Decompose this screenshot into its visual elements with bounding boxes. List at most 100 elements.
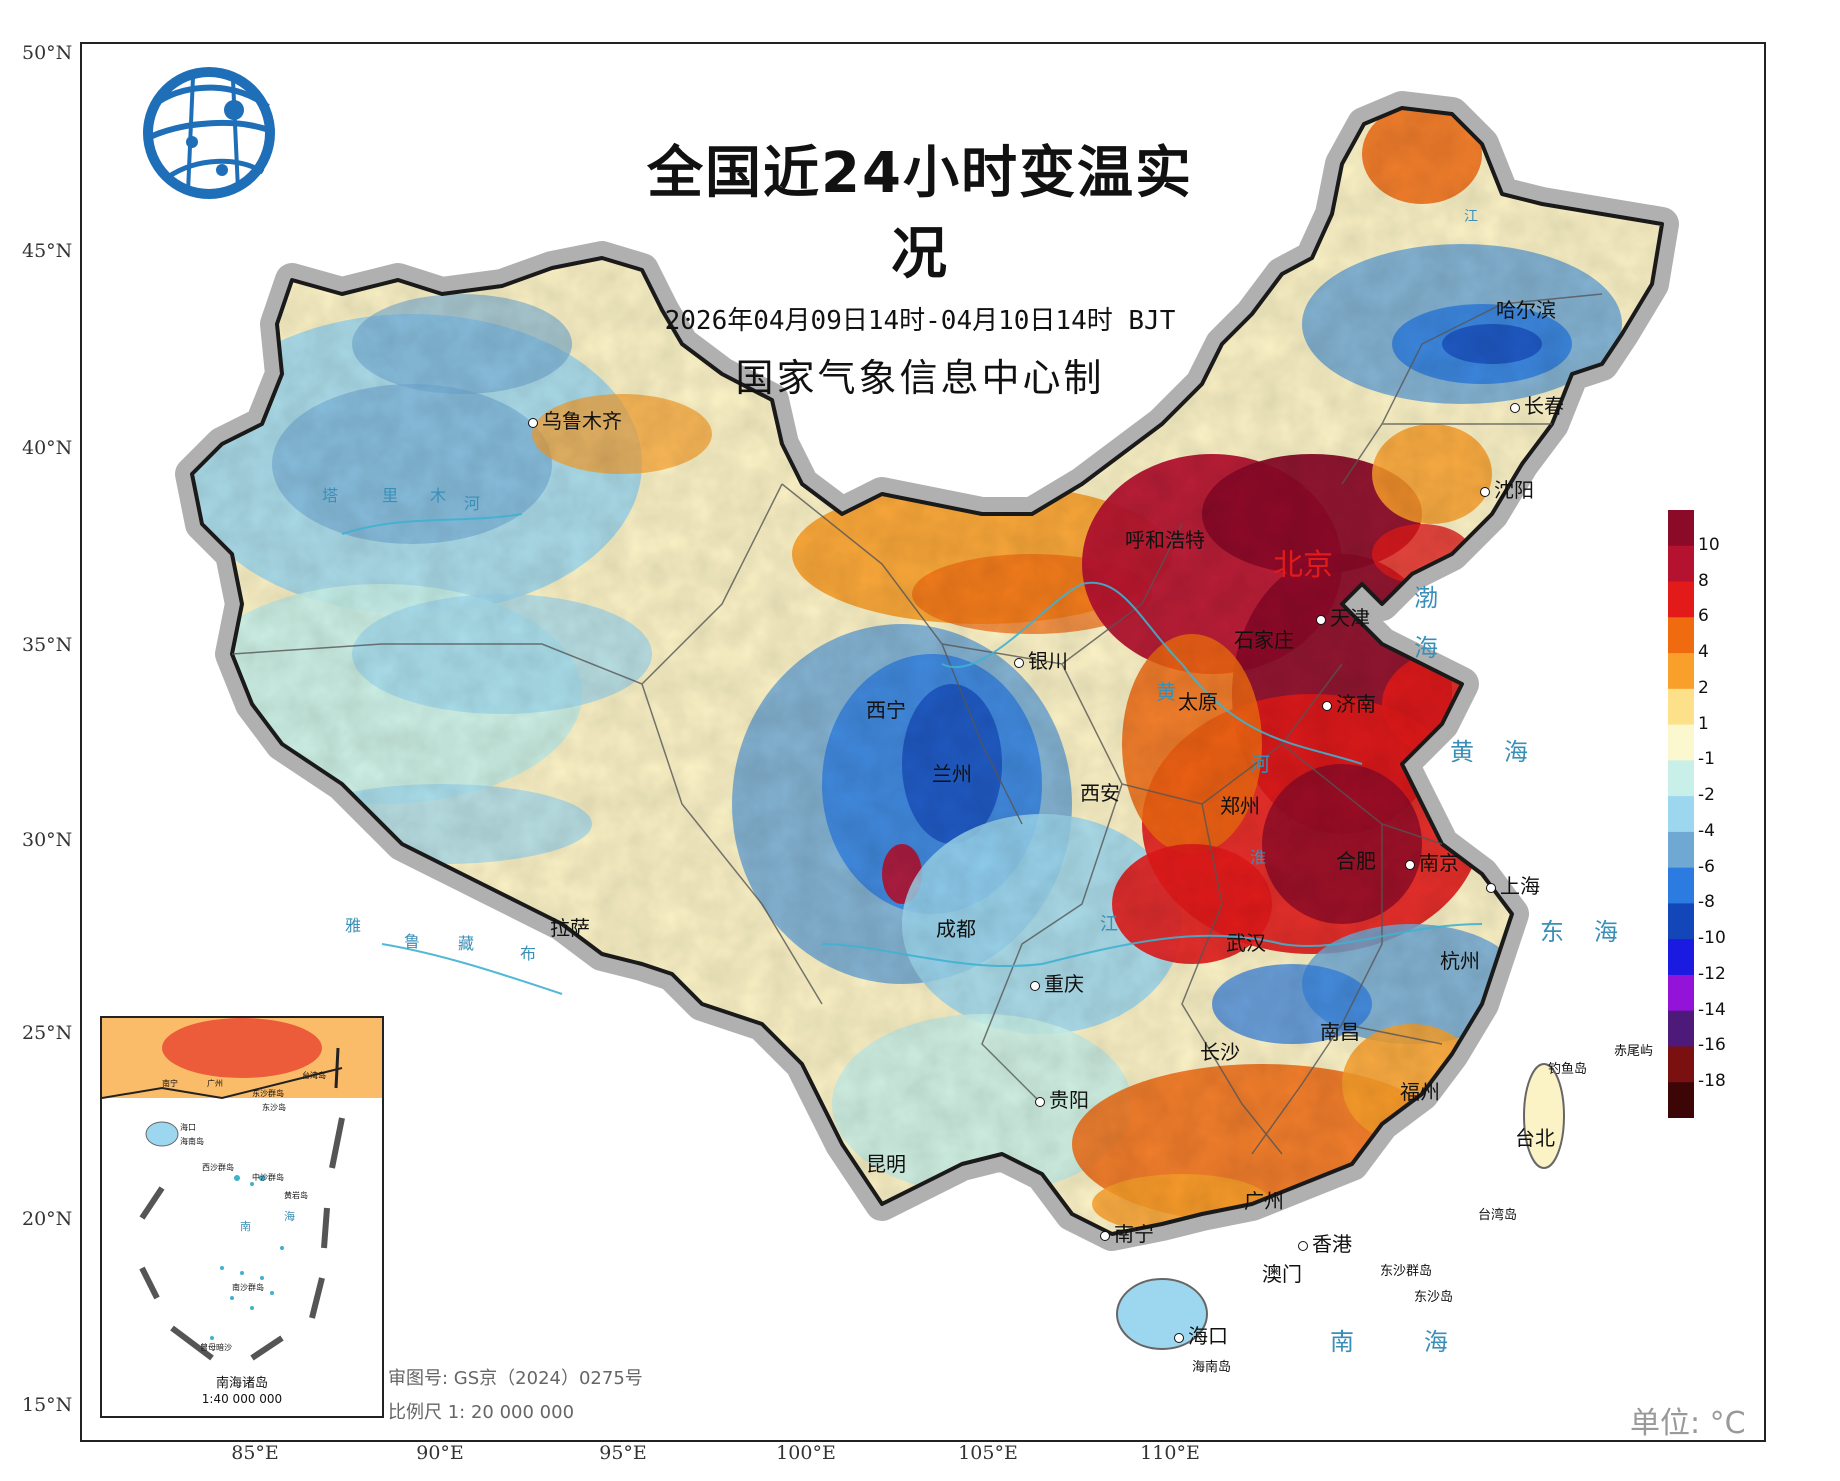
legend-swatch [1668,724,1694,761]
legend-swatch [1668,796,1694,833]
city-lhasa: 拉萨 [550,916,590,940]
lon-label-110: 110°E [1140,1442,1200,1464]
legend-label: 2 [1698,677,1709,698]
sea-east: 东海 [1540,918,1648,946]
city-harbin: 哈尔滨 [1496,298,1556,322]
place-dongsha-dao: 东沙岛 [1414,1290,1454,1305]
legend-label: -4 [1698,820,1715,841]
legend-label: 1 [1698,713,1709,734]
legend-swatch [1668,974,1694,1012]
lon-label-85: 85°E [231,1442,279,1464]
hainan-island [1116,1278,1208,1350]
lat-label-30: 30°N [22,829,73,851]
inset-taiwan: 台湾岛 [302,1071,326,1080]
south-china-sea-inset: 南宁 广州 台湾岛 东沙群岛 东沙岛 海口 海南岛 西沙群岛 中沙群岛 黄岩岛 … [100,1016,384,1418]
legend-label: -2 [1698,785,1715,806]
legend-swatch [1668,1010,1694,1047]
title-block: 全国近24小时变温实况 2026年04月09日14时-04月10日14时 BJT… [620,128,1220,402]
taiwan-island [1523,1063,1565,1169]
inset-title: 南海诸岛 [215,1376,268,1391]
river-yarlung-2: 鲁 [404,932,421,951]
inset-nansha: 南沙群岛 [232,1283,264,1292]
river-yarlung-1: 雅 [345,916,362,935]
legend-swatch [1668,867,1694,904]
legend-swatch [1668,510,1694,547]
inset-hai: 海 [284,1210,295,1223]
river-tarim-4: 河 [464,494,481,513]
city-shenyang: 沈阳 [1480,474,1534,503]
city-hangzhou: 杭州 [1440,949,1480,973]
producer: 国家气象信息中心制 [735,356,1105,400]
sea-bohai-2: 海 [1414,634,1438,662]
city-chengdu: 成都 [936,917,976,941]
city-urumqi: 乌鲁木齐 [528,405,622,434]
river-yangtze: 江 [1100,914,1118,935]
rivers [341,513,1483,995]
river-tarim-1: 塔 [322,486,339,505]
city-nanjing: 南京 [1405,847,1459,876]
national-border [190,106,1664,1236]
city-nanchang: 南昌 [1320,1020,1360,1044]
city-lanzhou: 兰州 [932,762,972,786]
inset-zhongsha: 中沙群岛 [252,1173,284,1182]
sea-yellow: 黄海 [1450,738,1558,766]
city-tianjin: 天津 [1316,602,1370,631]
city-xining: 西宁 [866,698,906,722]
sea-bohai-1: 渤 [1414,584,1438,612]
lat-label-40: 40°N [22,437,73,459]
place-chiwei: 赤尾屿 [1614,1044,1654,1059]
legend-swatch [1668,1046,1694,1083]
legend-label: -1 [1698,749,1715,770]
city-taiyuan: 太原 [1178,690,1218,714]
city-guangzhou: 广州 [1244,1189,1284,1213]
inset-hainan: 海南岛 [180,1137,204,1146]
lon-label-105: 105°E [958,1442,1018,1464]
legend-label: 6 [1698,606,1709,627]
legend-label: -6 [1698,856,1715,877]
inset-scale: 1:40 000 000 [201,1392,283,1406]
city-zhengzhou: 郑州 [1220,794,1260,818]
city-changsha: 长沙 [1200,1040,1240,1064]
inset-dongsha: 东沙群岛 [252,1089,284,1098]
legend-swatch [1668,688,1694,726]
city-shanghai: 上海 [1486,870,1540,899]
river-yarlung-4: 布 [520,944,537,963]
temperature-change-map [175,91,1679,1350]
lat-label-50: 50°N [22,42,73,64]
city-guiyang: 贵阳 [1035,1084,1089,1113]
city-kunming: 昆明 [866,1152,906,1176]
legend-label: 4 [1698,642,1709,663]
city-hongkong: 香港 [1298,1228,1352,1257]
inset-nanning: 南宁 [162,1079,178,1088]
legend-swatch [1668,1082,1694,1118]
lat-label-15: 15°N [22,1394,73,1416]
place-dongsha-qundao: 东沙群岛 [1380,1264,1433,1279]
legend-swatch [1668,903,1694,940]
legend-swatch [1668,581,1694,618]
unit-label: 单位: °C [1630,1406,1746,1441]
inset-xisha: 西沙群岛 [202,1163,234,1172]
map-frame [80,42,1766,1442]
city-xian: 西安 [1080,781,1120,805]
city-hohhot: 呼和浩特 [1125,528,1205,552]
city-wuhan: 武汉 [1226,931,1266,955]
legend-swatch [1668,831,1694,869]
city-yinchuan: 银川 [1014,645,1068,674]
legend-swatch [1668,939,1694,976]
city-shijiazhuang: 石家庄 [1234,628,1294,652]
legend-label: -18 [1698,1071,1726,1092]
city-changchun: 长春 [1510,390,1564,419]
place-diaoyu: 钓鱼岛 [1548,1062,1588,1077]
cma-globe-logo [143,67,276,199]
city-fuzhou: 福州 [1400,1080,1440,1104]
inset-map [102,1018,382,1361]
legend-label: -12 [1698,963,1726,984]
inset-nan: 南 [240,1220,251,1233]
legend-label: -16 [1698,1035,1726,1056]
scale-notice: 比例尺 1: 20 000 000 [388,1402,575,1423]
legend-swatch [1668,545,1694,583]
provincial-borders [231,293,1603,1155]
river-tarim-2: 里 [382,486,399,505]
lat-label-20: 20°N [22,1208,73,1230]
lon-label-90: 90°E [416,1442,464,1464]
